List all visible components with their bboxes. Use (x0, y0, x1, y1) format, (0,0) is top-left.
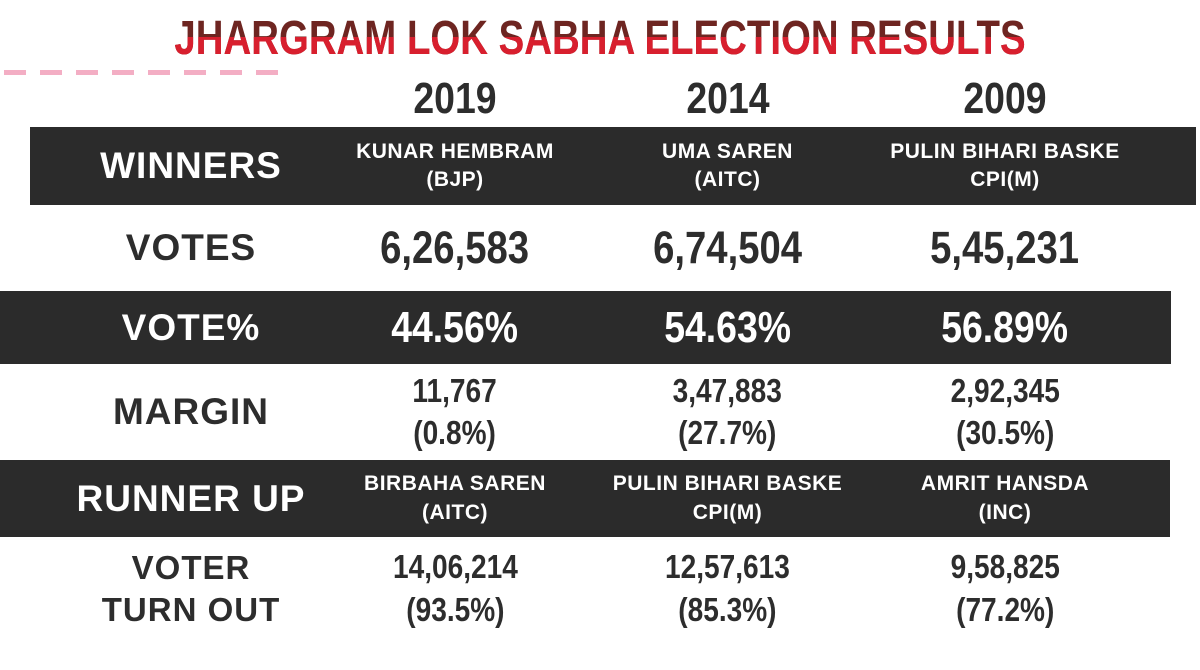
table-row-winners: WINNERS KUNAR HEMBRAM (BJP) UMA SAREN (A… (0, 127, 1200, 205)
turnout-2009: 9,58,825 (77.2%) (875, 546, 1135, 630)
vote-percent-value: 44.56% (391, 302, 519, 352)
year-header-2009: 2009 (875, 74, 1135, 124)
vote-percent-value: 54.63% (664, 302, 791, 352)
turnout-value: 14,06,214 (93.5%) (392, 548, 518, 628)
table-row-votes: VOTES 6,26,583 6,74,504 5,45,231 (0, 205, 1200, 291)
turnout-value: 12,57,613 (85.3%) (665, 548, 790, 628)
runner-up-2019: BIRBAHA SAREN (AITC) (364, 472, 546, 524)
vote-percent-2019: 44.56% (330, 303, 580, 353)
votes-value: 5,45,231 (930, 222, 1080, 273)
margin-value: 2,92,345 (30.5%) (950, 371, 1060, 451)
row-label-winners: WINNERS (100, 145, 282, 186)
page-title-glitch-stripe: JHARGRAM LOK SABHA ELECTION RESULTS (174, 12, 1026, 65)
turnout-2014: 12,57,613 (85.3%) (580, 546, 875, 630)
votes-value: 6,74,504 (653, 222, 802, 273)
votes-value: 6,26,583 (380, 222, 530, 273)
margin-value: 11,767 (0.8%) (412, 371, 498, 451)
glitch-artifact (4, 70, 284, 75)
winner-2019: KUNAR HEMBRAM (BJP) (356, 139, 554, 191)
runner-up-2014: PULIN BIHARI BASKE CPI(M) (612, 472, 843, 524)
row-band (30, 127, 1196, 205)
table-row-voter-turnout: VOTER TURN OUT 14,06,214 (93.5%) 12,57,6… (0, 537, 1200, 640)
margin-2009: 2,92,345 (30.5%) (875, 370, 1135, 454)
row-label-votes: VOTES (125, 227, 257, 268)
year-header-2019: 2019 (330, 74, 580, 124)
vote-percent-2014: 54.63% (580, 303, 875, 353)
page-title-wrap: JHARGRAM LOK SABHA ELECTION RESULTS JHARG… (0, 6, 1200, 72)
year-header-2014: 2014 (580, 74, 875, 124)
row-label-vote-percent: VOTE% (121, 306, 261, 348)
year-label: 2019 (413, 74, 497, 123)
winner-2014: UMA SAREN (AITC) (662, 139, 793, 191)
table-row-vote-percent: VOTE% 44.56% 54.63% 56.89% (0, 291, 1200, 364)
table-row-runner-up: RUNNER UP BIRBAHA SAREN (AITC) PULIN BIH… (0, 460, 1200, 537)
vote-percent-value: 56.89% (941, 302, 1069, 352)
row-band (0, 460, 1170, 537)
margin-value: 3,47,883 (27.7%) (672, 371, 783, 451)
turnout-value: 9,58,825 (77.2%) (950, 548, 1060, 628)
turnout-2019: 14,06,214 (93.5%) (330, 546, 580, 630)
votes-2009: 5,45,231 (875, 222, 1135, 274)
votes-2014: 6,74,504 (580, 222, 875, 274)
table-row-margin: MARGIN 11,767 (0.8%) 3,47,883 (27.7%) 2,… (0, 364, 1200, 460)
margin-2019: 11,767 (0.8%) (330, 370, 580, 454)
vote-percent-2009: 56.89% (875, 303, 1135, 353)
margin-2014: 3,47,883 (27.7%) (580, 370, 875, 454)
row-label-runner-up: RUNNER UP (76, 477, 306, 519)
votes-2019: 6,26,583 (330, 222, 580, 274)
winner-2009: PULIN BIHARI BASKE CPI(M) (890, 139, 1120, 191)
year-header-row: 2019 2014 2009 (0, 74, 1200, 124)
year-label: 2009 (963, 74, 1047, 123)
runner-up-2009: AMRIT HANSDA (INC) (920, 472, 1090, 524)
row-band (0, 291, 1171, 364)
row-label-margin: MARGIN (112, 391, 270, 432)
row-label-voter-turnout: VOTER TURN OUT (101, 549, 281, 628)
year-label: 2014 (685, 74, 770, 123)
page-title: JHARGRAM LOK SABHA ELECTION RESULTS JHARG… (174, 6, 1025, 72)
